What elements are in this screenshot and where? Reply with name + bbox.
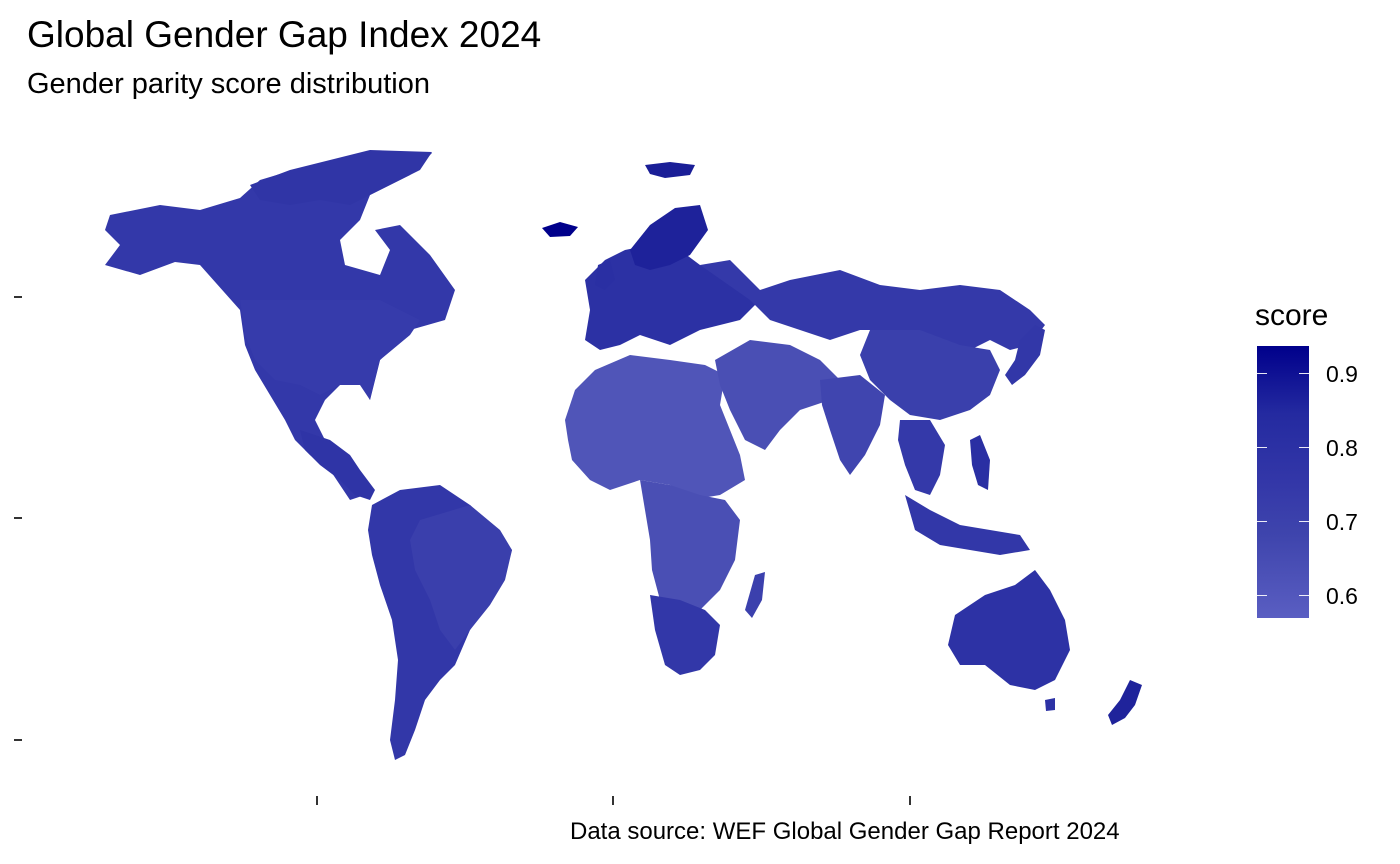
y-axis-ticks [14, 296, 22, 741]
x-axis-ticks [316, 796, 911, 805]
country-africa-central[interactable] [640, 480, 740, 620]
country-new-zealand[interactable] [1108, 680, 1142, 725]
legend-tickmark [1257, 447, 1267, 448]
legend-tickmark [1257, 373, 1267, 374]
country-middle-east[interactable] [715, 340, 840, 450]
country-greenland-area[interactable] [250, 150, 432, 205]
country-india[interactable] [820, 375, 885, 475]
data-source-caption: Data source: WEF Global Gender Gap Repor… [570, 818, 1120, 845]
legend-color-bar [1257, 346, 1309, 618]
country-africa-north[interactable] [565, 355, 745, 500]
country-indonesia[interactable] [905, 495, 1030, 555]
country-madagascar[interactable] [745, 572, 765, 618]
country-brazil[interactable] [410, 505, 512, 650]
country-iceland[interactable] [542, 222, 578, 237]
country-nordic[interactable] [630, 205, 708, 270]
country-australia[interactable] [948, 570, 1070, 690]
legend-title: score [1255, 299, 1329, 332]
chart-title: Global Gender Gap Index 2024 [27, 14, 542, 55]
country-central-america[interactable] [300, 430, 375, 500]
legend-tickmark [1299, 521, 1309, 522]
chart-subtitle: Gender parity score distribution [27, 68, 430, 100]
legend-tickmark [1257, 521, 1267, 522]
country-japan[interactable] [1005, 325, 1045, 385]
country-svalbard[interactable] [645, 162, 695, 178]
country-southeast-asia[interactable] [898, 420, 945, 495]
country-china[interactable] [860, 330, 1000, 420]
country-uk[interactable] [595, 260, 615, 290]
legend-tick-label: 0.6 [1326, 583, 1358, 609]
legend-tickmark [1299, 595, 1309, 596]
legend-tickmark [1299, 447, 1309, 448]
country-usa[interactable] [240, 300, 420, 400]
legend-tick-label: 0.8 [1326, 435, 1358, 461]
country-philippines[interactable] [970, 435, 990, 490]
legend-tickmark [1257, 595, 1267, 596]
country-africa-south[interactable] [650, 595, 720, 675]
legend-tick-label: 0.9 [1326, 361, 1358, 387]
country-tasmania[interactable] [1045, 698, 1055, 711]
legend-tickmark [1299, 373, 1309, 374]
legend-tick-label: 0.7 [1326, 509, 1358, 535]
country-russia[interactable] [700, 260, 1045, 350]
